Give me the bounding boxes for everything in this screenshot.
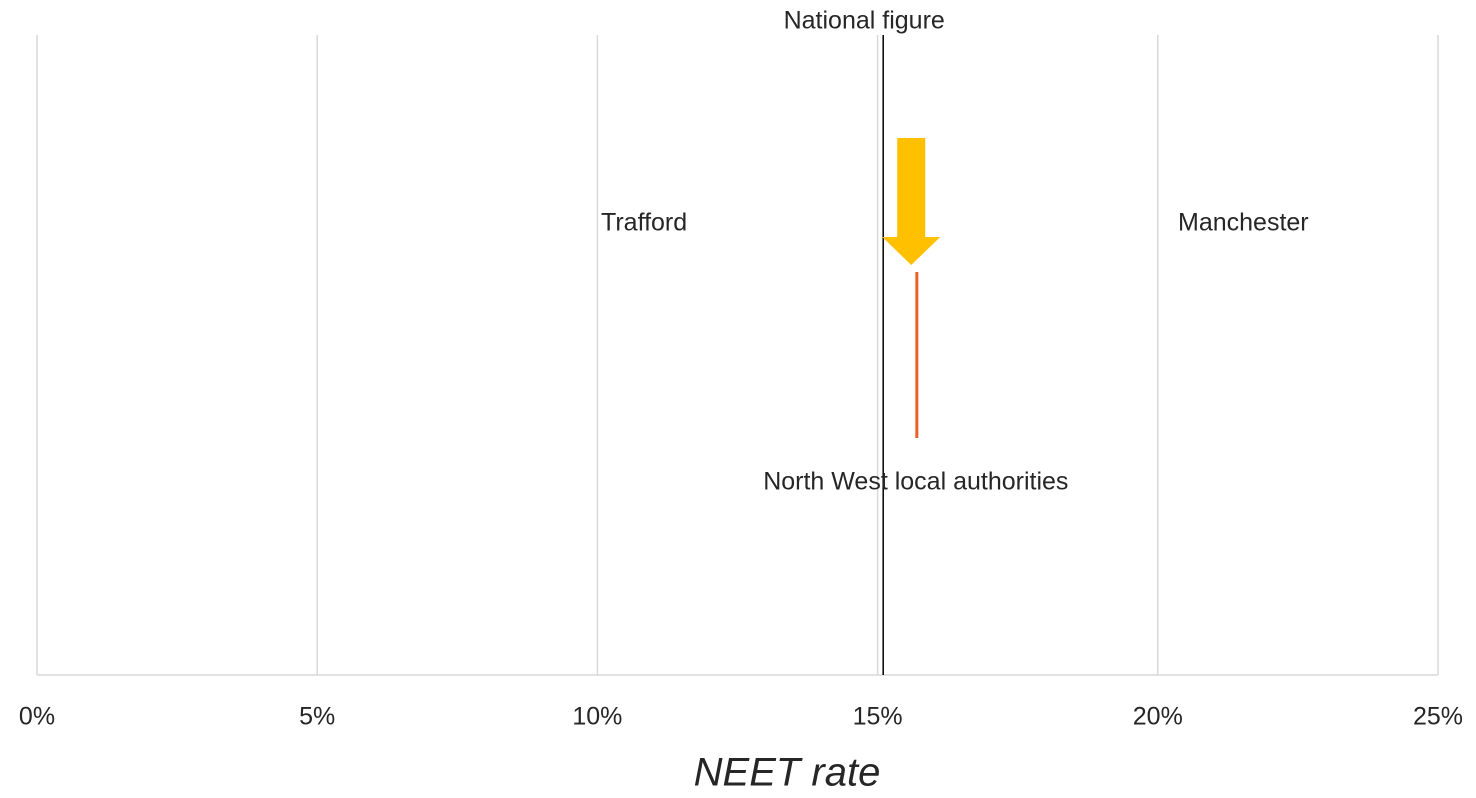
reference-label: National figure	[784, 7, 945, 35]
x-tick-label: 20%	[1133, 703, 1183, 731]
x-axis-title: NEET rate	[694, 751, 881, 795]
x-tick-label: 0%	[19, 703, 55, 731]
x-tick-label: 5%	[299, 703, 335, 731]
x-tick-label: 25%	[1413, 703, 1463, 731]
arrow	[882, 138, 941, 265]
x-tick-label: 10%	[572, 703, 622, 731]
annotation: Trafford	[601, 209, 687, 237]
x-tick-label: 15%	[853, 703, 903, 731]
reference-label: North West local authorities	[763, 468, 1068, 496]
annotation: Manchester	[1178, 209, 1309, 237]
